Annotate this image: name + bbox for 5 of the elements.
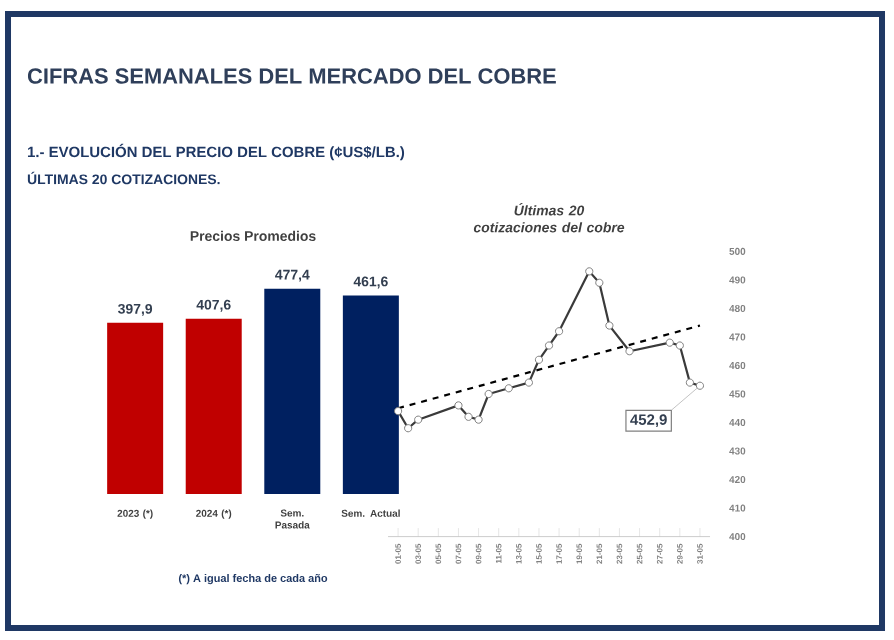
bar: [185, 318, 242, 494]
bar: [107, 322, 164, 494]
bar: [264, 288, 321, 494]
bar: [342, 295, 399, 494]
text: CIFRAS SEMANALES DEL MERCADO DEL COBRE: [27, 68, 556, 84]
